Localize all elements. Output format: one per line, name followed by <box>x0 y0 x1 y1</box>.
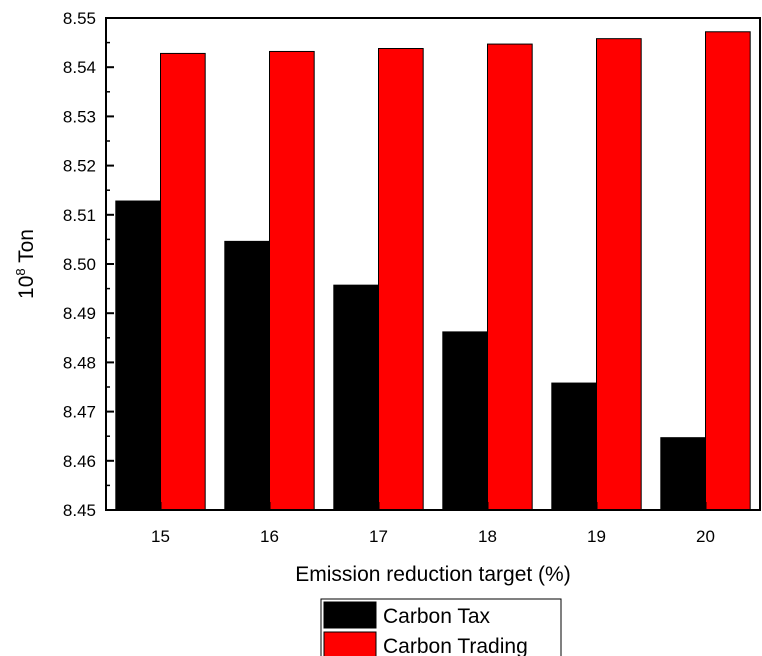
y-axis-title-base: 10 <box>15 276 38 299</box>
legend-swatch-carbon-trading <box>323 631 377 656</box>
y-axis-title-exponent: 8 <box>13 268 28 275</box>
x-axis: 15 16 17 18 19 20 <box>151 502 715 546</box>
legend-swatch-carbon-tax <box>323 601 377 629</box>
bar-carbon-trading-19 <box>596 38 642 511</box>
y-axis: 8.45 8.46 8.47 8.48 8.49 8.50 8.51 8.52 8.53 8.54… <box>63 9 114 520</box>
y-tick-label: 8.53 <box>63 107 96 126</box>
bar-carbon-tax-20 <box>660 437 706 511</box>
x-tick-label: 18 <box>478 527 497 546</box>
y-tick-label: 8.55 <box>63 9 96 28</box>
x-axis-title: Emission reduction target (%) <box>295 563 570 586</box>
bars-layer <box>115 31 751 511</box>
bar-carbon-trading-18 <box>487 43 533 511</box>
y-axis-title: 108 Ton <box>13 229 38 299</box>
bar-carbon-trading-15 <box>160 52 206 511</box>
y-tick-label: 8.49 <box>63 304 96 323</box>
y-tick-label: 8.45 <box>63 501 96 520</box>
y-tick-label: 8.47 <box>63 403 96 422</box>
bar-carbon-tax-15 <box>115 200 161 511</box>
y-tick-label: 8.51 <box>63 206 96 225</box>
bar-carbon-trading-16 <box>269 50 315 511</box>
bar-carbon-tax-18 <box>442 331 488 511</box>
x-tick-label: 16 <box>260 527 279 546</box>
legend-label-carbon-tax: Carbon Tax <box>383 605 491 628</box>
y-tick-label: 8.52 <box>63 157 96 176</box>
x-tick-label: 17 <box>369 527 388 546</box>
x-tick-label: 15 <box>151 527 170 546</box>
y-axis-title-unit: Ton <box>15 229 38 268</box>
bar-carbon-trading-20 <box>705 31 751 511</box>
y-tick-label: 8.50 <box>63 255 96 274</box>
bar-carbon-tax-17 <box>333 284 379 511</box>
y-tick-label: 8.46 <box>63 452 96 471</box>
y-tick-label: 8.54 <box>63 58 96 77</box>
y-tick-label: 8.48 <box>63 353 96 372</box>
x-tick-label: 19 <box>587 527 606 546</box>
bar-carbon-tax-19 <box>551 382 597 511</box>
legend: Carbon Tax Carbon Trading <box>320 598 562 656</box>
legend-label-carbon-trading: Carbon Trading <box>383 635 528 656</box>
x-tick-label: 20 <box>696 527 715 546</box>
bar-carbon-trading-17 <box>378 48 424 511</box>
bar-carbon-tax-16 <box>224 240 270 511</box>
